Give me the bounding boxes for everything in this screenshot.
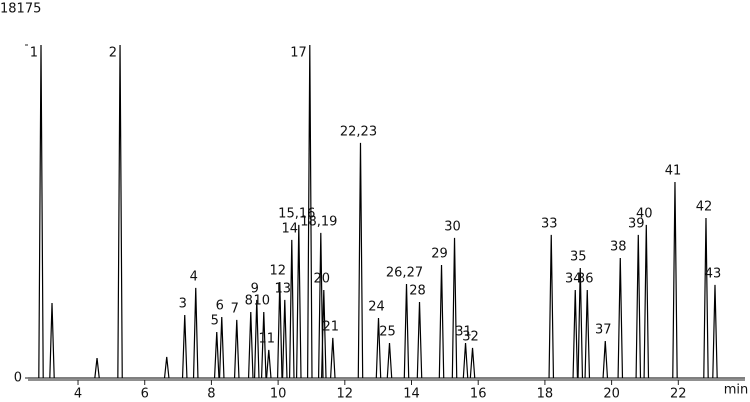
x-tick-label: 14	[403, 387, 420, 402]
x-tick-label: 20	[603, 387, 620, 402]
peak	[94, 357, 100, 379]
peak	[572, 289, 579, 379]
x-tick-label: 8	[207, 387, 215, 402]
peak	[617, 257, 624, 379]
peak	[602, 340, 609, 379]
x-tick-label: 6	[141, 387, 149, 402]
x-axis-label: min	[724, 383, 749, 398]
x-tick-label: 16	[470, 387, 487, 402]
peak	[260, 312, 267, 379]
peak-label: 13	[275, 281, 292, 296]
peak	[635, 234, 642, 379]
x-tick-label: 4	[74, 387, 82, 402]
peak	[403, 283, 410, 379]
peak	[253, 299, 260, 379]
peak	[247, 312, 254, 379]
peak	[306, 44, 313, 379]
x-tick-label: 12	[337, 387, 354, 402]
peak-label: 30	[444, 219, 461, 234]
peak-label: 24	[368, 299, 385, 314]
peak	[416, 301, 423, 379]
peak-label: 2	[109, 46, 117, 61]
peak-label: 10	[254, 294, 271, 309]
peak	[281, 299, 288, 379]
peak-label: 38	[610, 239, 627, 254]
peak-label: 36	[577, 271, 594, 286]
peak	[49, 302, 55, 379]
peak-label: 4	[190, 269, 198, 284]
peak-label: 21	[323, 319, 340, 334]
peak-label: 17	[290, 46, 307, 61]
peak-label: 25	[379, 325, 396, 340]
peak-label: 37	[595, 322, 612, 337]
peak-label: 26,27	[386, 266, 423, 281]
peak-label: 28	[409, 283, 426, 298]
peak-label: 41	[665, 163, 682, 178]
peak-label: 34	[565, 271, 582, 286]
peak	[117, 44, 123, 379]
peak	[321, 289, 327, 379]
peak	[192, 287, 199, 379]
peak	[438, 264, 445, 379]
peak-label: 31	[455, 325, 472, 340]
peak	[213, 331, 220, 379]
peak-label: 5	[211, 314, 219, 329]
peak	[357, 142, 364, 379]
peak-label: 32	[462, 329, 479, 344]
peak	[330, 337, 336, 379]
peak-label: 43	[705, 266, 722, 281]
peak	[548, 234, 555, 379]
peak-label: 20	[314, 271, 331, 286]
peak	[703, 217, 709, 379]
peak-label: 15,16	[278, 206, 315, 221]
peak	[38, 44, 44, 379]
peak-label: 12	[270, 263, 287, 278]
peak	[218, 316, 225, 379]
peak	[469, 347, 476, 379]
peak	[577, 267, 584, 379]
peak-label: 3	[179, 296, 187, 311]
peak	[386, 342, 393, 379]
peak	[288, 239, 295, 379]
peak-label: 6	[216, 298, 224, 313]
peak	[643, 224, 650, 379]
y-tick-label: 0	[14, 371, 22, 386]
peak-label: 8	[245, 294, 253, 309]
peak-label: 40	[636, 206, 653, 221]
x-tick-label: 10	[270, 387, 287, 402]
peak-label: 35	[570, 249, 587, 264]
peak	[451, 237, 458, 379]
peak	[295, 224, 302, 379]
peak	[584, 289, 591, 379]
peak	[462, 342, 469, 379]
y-tick-label: 18175	[0, 2, 41, 17]
x-tick-label: 22	[670, 387, 687, 402]
peak-label: 14	[282, 221, 299, 236]
peak-label: 39	[628, 216, 645, 231]
peak-label: 11	[259, 331, 276, 346]
peak	[265, 349, 272, 379]
peak	[375, 317, 382, 379]
peak	[233, 319, 240, 379]
peak-label: 18,19	[300, 214, 337, 229]
peak	[276, 281, 283, 379]
peak-label: 33	[541, 216, 558, 231]
peak-label: 29	[431, 246, 448, 261]
peak	[712, 284, 718, 379]
peak-label: 42	[696, 199, 713, 214]
peak-label: 7	[231, 301, 239, 316]
peak-label: 9	[251, 281, 259, 296]
peak	[163, 356, 170, 379]
x-tick-label: 18	[537, 387, 554, 402]
peak-label: 22,23	[340, 124, 377, 139]
peak	[181, 314, 188, 379]
peak-label: 1	[30, 46, 38, 61]
peak	[672, 181, 678, 379]
